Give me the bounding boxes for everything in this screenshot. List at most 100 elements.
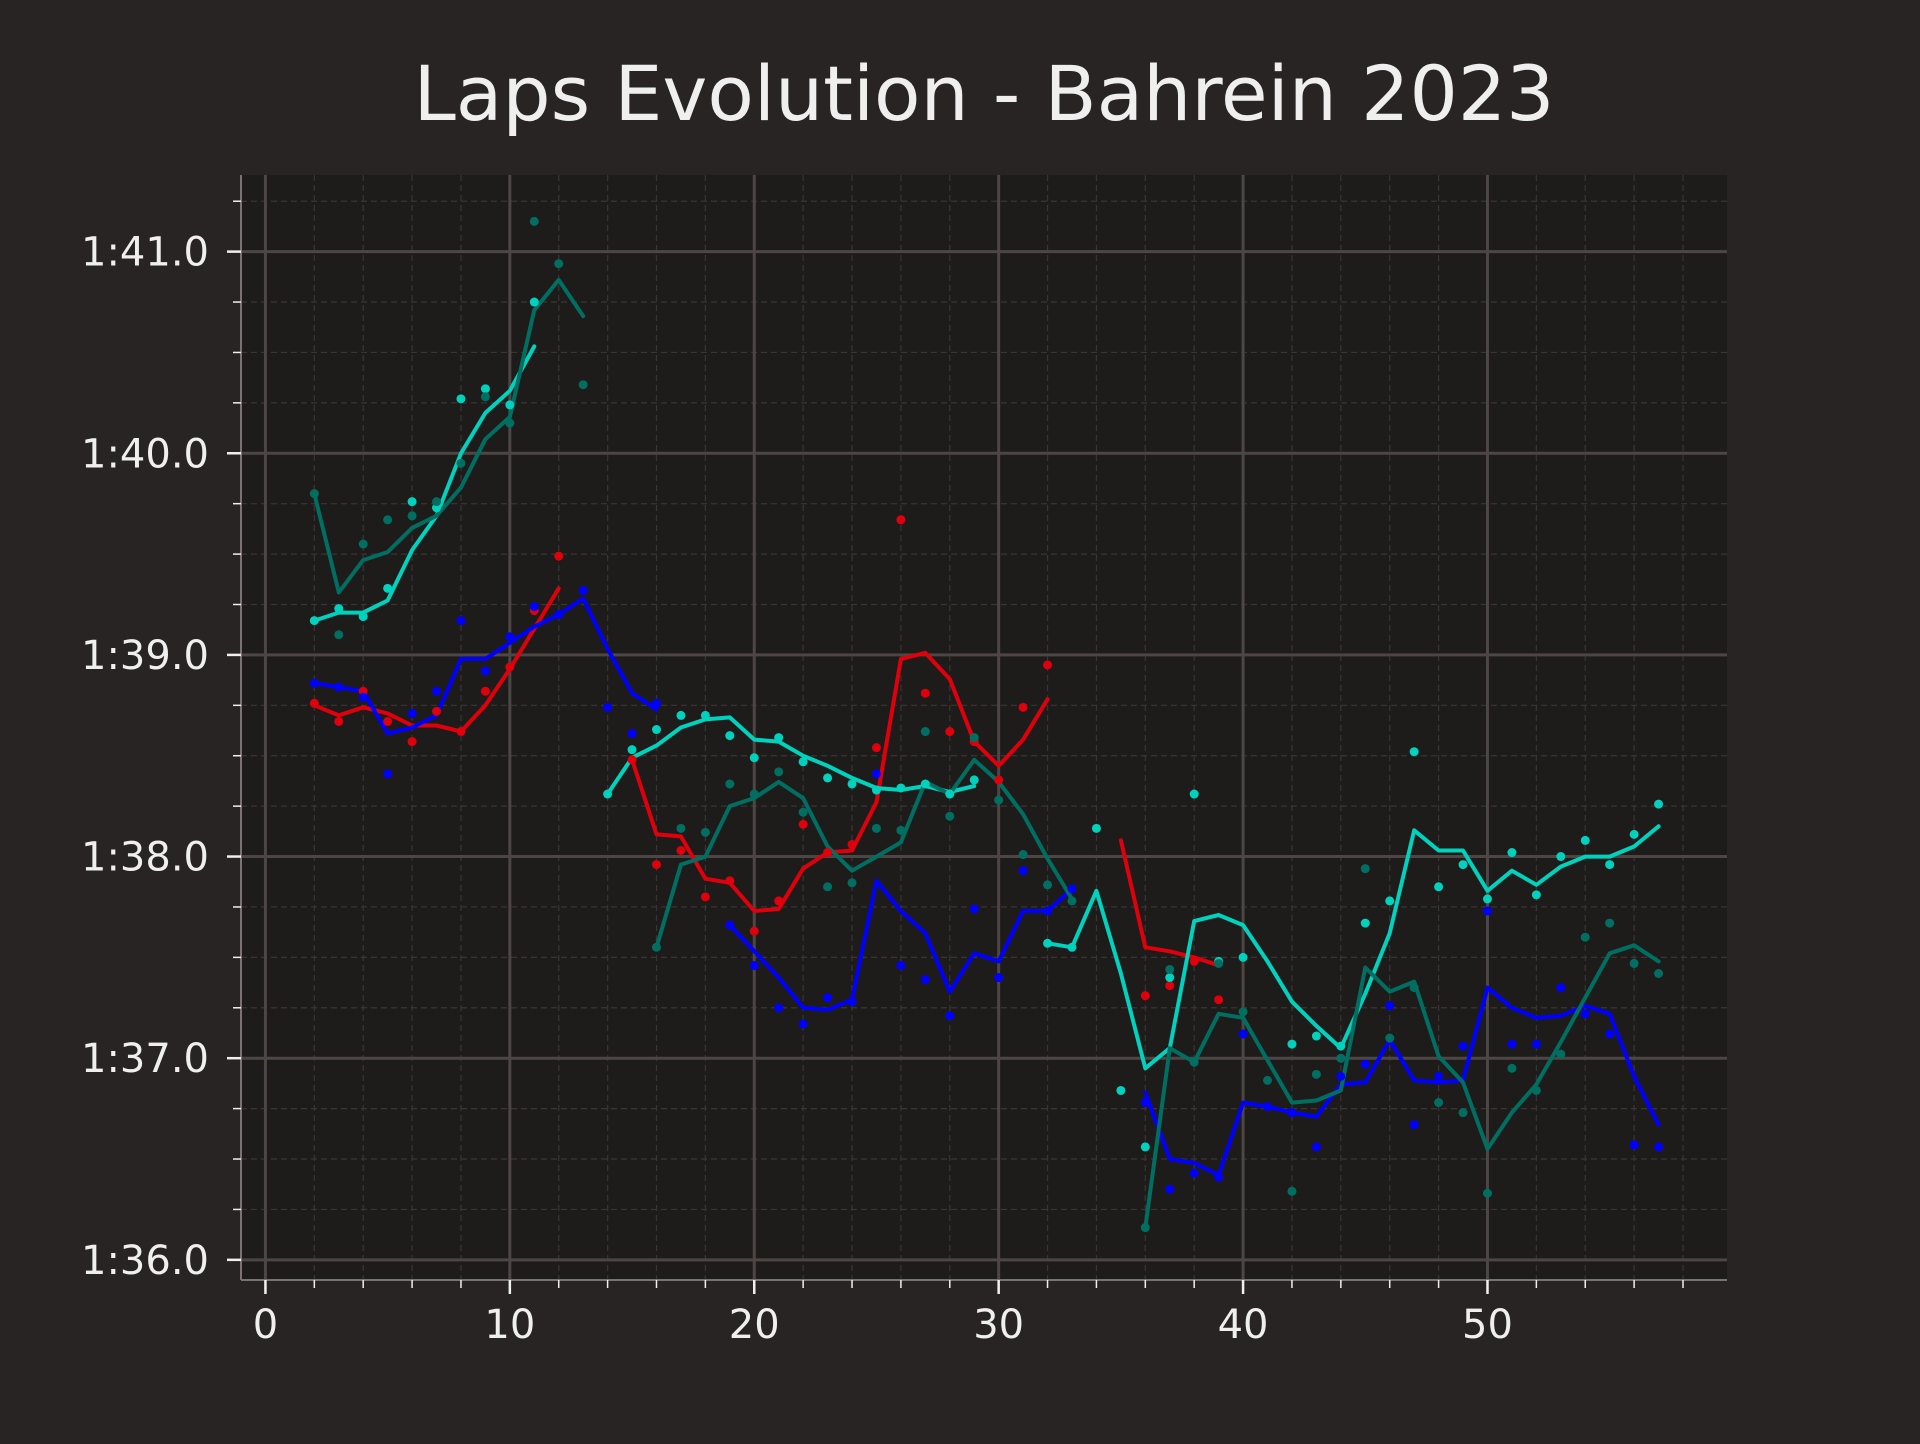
series-point-3: [1605, 860, 1615, 870]
series-point-3: [676, 710, 686, 720]
series-point-4: [1311, 1069, 1321, 1079]
series-point-2: [1287, 1108, 1297, 1118]
series-point-4: [1556, 1049, 1566, 1059]
series-point-4: [554, 259, 564, 269]
series-point-1: [554, 551, 564, 561]
series-point-3: [1385, 896, 1395, 906]
series-point-3: [749, 753, 759, 763]
series-point-1: [1018, 702, 1028, 712]
series-point-2: [651, 698, 661, 708]
series-point-2: [1336, 1071, 1346, 1081]
series-point-3: [1434, 882, 1444, 892]
series-point-4: [945, 811, 955, 821]
series-line-2: [727, 878, 1074, 1012]
series-lines: [312, 277, 1661, 1230]
series-point-4: [1580, 932, 1590, 942]
series-point-2: [554, 610, 564, 620]
series-point-3: [1140, 1142, 1150, 1152]
series-point-4: [920, 727, 930, 737]
series-point-4: [1336, 1053, 1346, 1063]
series-point-3: [1336, 1041, 1346, 1051]
series-point-3: [945, 789, 955, 799]
series-point-2: [334, 682, 344, 692]
series-point-4: [1507, 1063, 1517, 1073]
series-point-1: [505, 662, 515, 672]
series-point-4: [700, 827, 710, 837]
series-point-4: [1165, 964, 1175, 974]
series-point-4: [529, 216, 539, 226]
x-tick-label: 30: [973, 1302, 1024, 1348]
series-point-3: [480, 384, 490, 394]
x-tick-label: 50: [1462, 1302, 1513, 1348]
series-point-2: [774, 1003, 784, 1013]
y-tick-label: 1:36.0: [81, 1238, 209, 1284]
series-point-2: [578, 585, 588, 595]
series-point-1: [1189, 956, 1199, 966]
series-point-3: [603, 789, 613, 799]
series-point-2: [1385, 1001, 1395, 1011]
y-tick-label: 1:41.0: [81, 230, 209, 276]
series-point-1: [309, 698, 319, 708]
series-point-2: [749, 960, 759, 970]
series-point-4: [1287, 1186, 1297, 1196]
series-point-2: [1580, 1009, 1590, 1019]
series-point-3: [1556, 852, 1566, 862]
series-line-4: [1143, 943, 1661, 1230]
series-point-3: [456, 394, 466, 404]
series-point-4: [994, 795, 1004, 805]
series-point-3: [1531, 890, 1541, 900]
series-point-2: [1263, 1102, 1273, 1112]
series-point-4: [896, 825, 906, 835]
series-point-2: [920, 975, 930, 985]
series-point-4: [1654, 969, 1664, 979]
series-point-2: [1189, 1168, 1199, 1178]
y-tick-label: 1:38.0: [81, 835, 209, 881]
series-line-4: [312, 277, 586, 595]
series-point-2: [1556, 983, 1566, 993]
series-point-4: [432, 497, 442, 507]
series-line-4: [654, 757, 1074, 950]
x-tick-label: 20: [729, 1302, 780, 1348]
series-point-1: [1140, 991, 1150, 1001]
series-point-1: [871, 743, 881, 753]
series-point-1: [676, 846, 686, 856]
series-point-3: [798, 757, 808, 767]
series-point-2: [871, 769, 881, 779]
series-point-2: [1434, 1071, 1444, 1081]
series-point-3: [1165, 973, 1175, 983]
series-point-1: [896, 515, 906, 525]
series-point-2: [945, 1011, 955, 1021]
series-point-1: [798, 819, 808, 829]
series-point-4: [1018, 850, 1028, 860]
series-point-3: [1091, 823, 1101, 833]
series-point-3: [334, 604, 344, 614]
y-tick-label: 1:39.0: [81, 633, 209, 679]
series-point-4: [1434, 1098, 1444, 1108]
series-point-2: [456, 616, 466, 626]
series-point-1: [749, 926, 759, 936]
series-point-4: [676, 823, 686, 833]
series-point-4: [798, 807, 808, 817]
series-points: [309, 216, 1664, 1233]
series-point-2: [383, 769, 393, 779]
series-point-3: [847, 779, 857, 789]
series-point-2: [529, 602, 539, 612]
series-point-2: [309, 678, 319, 688]
axes: 0 10 20 30 40 50 1:36.0 1:37.0 1:38.0 1:39.0 1:40.…: [81, 175, 1727, 1348]
series-point-2: [432, 686, 442, 696]
series-point-1: [383, 716, 393, 726]
series-point-1: [920, 688, 930, 698]
series-line-3: [605, 715, 977, 796]
series-point-4: [309, 489, 319, 499]
series-line-1: [630, 650, 1050, 913]
series-point-1: [1043, 660, 1053, 670]
series-line-2: [312, 596, 659, 736]
series-point-4: [578, 380, 588, 390]
series-point-1: [823, 848, 833, 858]
series-point-2: [1165, 1184, 1175, 1194]
series-point-2: [847, 997, 857, 1007]
series-point-3: [383, 583, 393, 593]
series-point-1: [1165, 981, 1175, 991]
series-point-3: [1629, 829, 1639, 839]
